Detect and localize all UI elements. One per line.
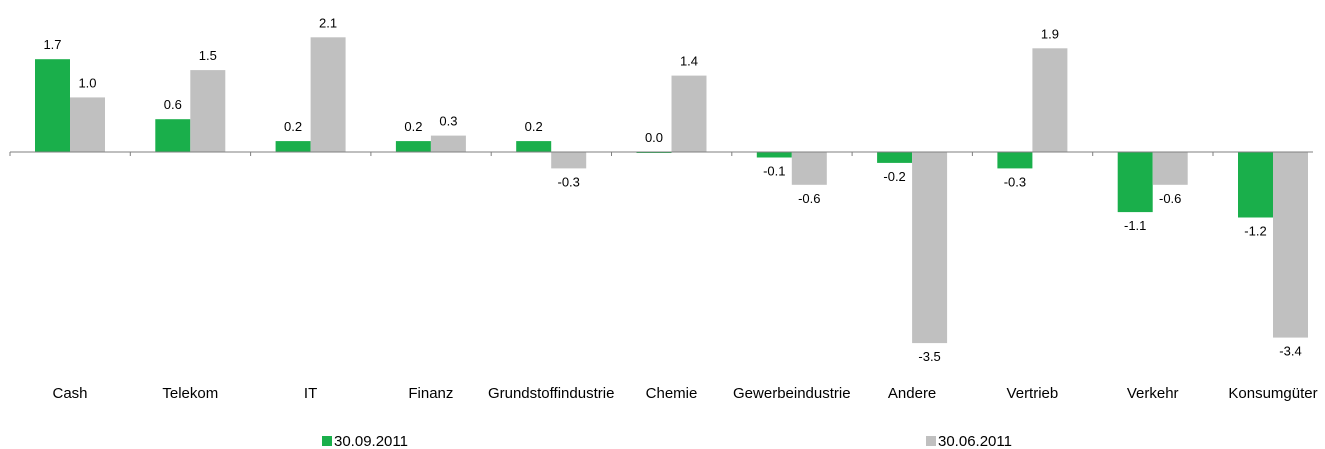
category-label-verkehr: Verkehr <box>1127 385 1179 402</box>
category-label-cash: Cash <box>52 385 87 402</box>
data-label-telekom-series-1: 0.6 <box>164 97 182 112</box>
data-label-cash-series-2: 1.0 <box>78 75 96 90</box>
data-label-konsumgueter-series-1: -1.2 <box>1244 224 1266 239</box>
category-label-gewerbeindustrie: Gewerbeindustrie <box>733 385 851 402</box>
data-label-finanz-series-1: 0.2 <box>404 119 422 134</box>
bar-chemie-series-2 <box>671 75 707 152</box>
bars-layer <box>35 37 1308 344</box>
data-label-vertrieb-series-2: 1.9 <box>1041 26 1059 41</box>
bar-konsumgueter-series-1 <box>1238 152 1273 218</box>
legend-label-series-1: 30.09.2011 <box>334 433 408 449</box>
bar-grundstoffindustrie-series-2 <box>551 152 587 169</box>
data-label-finanz-series-2: 0.3 <box>439 114 457 129</box>
category-label-konsumgueter: Konsumgüter <box>1228 385 1317 402</box>
data-label-grundstoffindustrie-series-2: -0.3 <box>557 174 579 189</box>
category-label-finanz: Finanz <box>408 385 453 402</box>
bar-finanz-series-2 <box>430 135 466 152</box>
bar-telekom-series-1 <box>155 119 191 152</box>
category-label-telekom: Telekom <box>162 385 218 402</box>
data-label-chemie-series-1: 0.0 <box>645 130 663 145</box>
bar-cash-series-2 <box>70 97 105 152</box>
bar-telekom-series-2 <box>190 70 226 152</box>
bar-gewerbeindustrie-series-1 <box>756 152 792 158</box>
bar-konsumgueter-series-2 <box>1273 152 1308 338</box>
category-label-andere: Andere <box>888 385 936 402</box>
data-label-cash-series-1: 1.7 <box>43 37 61 52</box>
legend-label-series-2: 30.06.2011 <box>938 433 1012 449</box>
data-label-vertrieb-series-1: -0.3 <box>1004 174 1026 189</box>
x-axis <box>9 151 1313 156</box>
data-label-gewerbeindustrie-series-2: -0.6 <box>798 191 820 206</box>
bar-finanz-series-1 <box>395 141 431 152</box>
data-label-it-series-2: 2.1 <box>319 15 337 30</box>
data-label-andere-series-1: -0.2 <box>883 169 905 184</box>
data-labels-layer: 1.7 1.0 0.6 1.5 0.2 2.1 0.2 0.3 0.2 -0.3 0.0 1.4 -0.… <box>43 15 1301 364</box>
data-label-verkehr-series-2: -0.6 <box>1159 191 1181 206</box>
bar-verkehr-series-2 <box>1152 152 1188 185</box>
data-label-telekom-series-2: 1.5 <box>199 48 217 63</box>
legend-swatch-series-1 <box>322 436 332 446</box>
bar-it-series-2 <box>310 37 346 152</box>
data-label-chemie-series-2: 1.4 <box>680 54 698 69</box>
bar-vertrieb-series-2 <box>1032 48 1068 152</box>
data-label-it-series-1: 0.2 <box>284 119 302 134</box>
legend: 30.09.2011 30.06.2011 <box>322 433 1012 449</box>
data-label-gewerbeindustrie-series-1: -0.1 <box>763 164 785 179</box>
bar-gewerbeindustrie-series-2 <box>791 152 827 185</box>
legend-swatch-series-2 <box>926 436 936 446</box>
bar-it-series-1 <box>275 141 311 152</box>
bar-andere-series-2 <box>912 152 948 344</box>
category-label-it: IT <box>304 385 317 402</box>
data-label-konsumgueter-series-2: -3.4 <box>1279 344 1301 359</box>
bar-cash-series-1 <box>35 59 70 153</box>
category-label-vertrieb: Vertrieb <box>1007 385 1059 402</box>
data-label-andere-series-2: -3.5 <box>918 349 940 364</box>
bar-andere-series-1 <box>877 152 913 163</box>
bar-vertrieb-series-1 <box>997 152 1033 169</box>
bar-verkehr-series-1 <box>1117 152 1153 213</box>
data-label-verkehr-series-1: -1.1 <box>1124 218 1146 233</box>
category-labels-layer: Cash Telekom IT Finanz Grundstoffindustrie Ch… <box>52 385 1317 402</box>
data-label-grundstoffindustrie-series-1: 0.2 <box>525 119 543 134</box>
bar-grundstoffindustrie-series-1 <box>516 141 552 152</box>
category-label-chemie: Chemie <box>646 385 698 402</box>
category-label-grundstoffindustrie: Grundstoffindustrie <box>488 385 614 402</box>
